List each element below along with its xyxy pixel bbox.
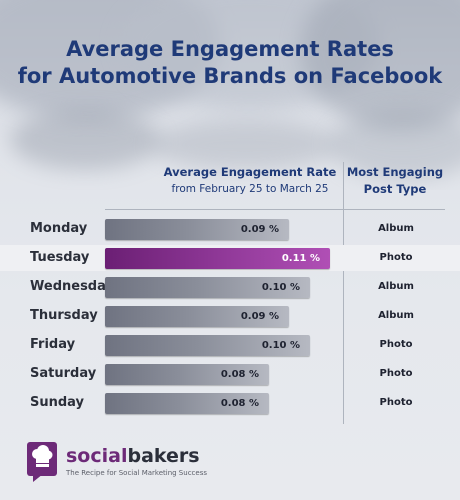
chart-row: Thursday 0.09 % Album: [0, 303, 460, 329]
chart-row: Saturday 0.08 % Photo: [0, 361, 460, 387]
chart-row: Friday 0.10 % Photo: [0, 332, 460, 358]
post-type-label: Photo: [379, 368, 413, 379]
engagement-bar: 0.10 %: [105, 335, 310, 356]
engagement-bar: 0.09 %: [105, 306, 289, 327]
brand-tagline: The Recipe for Social Marketing Success: [66, 469, 207, 477]
value-column-header: Average Engagement Rate from February 25…: [158, 164, 342, 198]
chart-title: Average Engagement Rates for Automotive …: [0, 36, 460, 90]
post-type-label: Album: [378, 223, 414, 234]
engagement-bar: 0.08 %: [105, 393, 269, 414]
brand-name-part-1: social: [66, 445, 128, 467]
day-label: Sunday: [30, 395, 85, 410]
background-photo: [0, 0, 460, 190]
post-type-label: Photo: [379, 339, 413, 350]
bar-value-label: 0.11 %: [281, 253, 320, 264]
post-type-label: Photo: [379, 397, 413, 408]
post-type-column-header: Most Engaging Post Type: [345, 164, 445, 198]
post-type-label: Album: [378, 310, 414, 321]
bar-value-label: 0.09 %: [240, 311, 279, 322]
engagement-bar: 0.10 %: [105, 277, 310, 298]
title-line-2: for Automotive Brands on Facebook: [17, 64, 443, 88]
bar-value-label: 0.10 %: [261, 282, 300, 293]
logo-bubble-tail: [33, 474, 43, 482]
day-label: Thursday: [30, 308, 98, 323]
brand-name: socialbakers: [66, 445, 200, 467]
date-range-label: from February 25 to March 25: [171, 183, 329, 195]
bar-value-label: 0.09 %: [240, 224, 279, 235]
chart-row: Tuesday 0.11 % Photo: [0, 245, 460, 271]
day-label: Friday: [30, 337, 76, 352]
bar-value-label: 0.08 %: [220, 398, 259, 409]
chart-row: Wednesday 0.10 % Album: [0, 274, 460, 300]
post-type-label: Photo: [379, 252, 413, 263]
day-label: Tuesday: [30, 250, 90, 265]
value-header-label: Average Engagement Rate: [163, 165, 337, 179]
bar-value-label: 0.10 %: [261, 340, 300, 351]
engagement-bar: 0.08 %: [105, 364, 269, 385]
chart-row: Monday 0.09 % Album: [0, 216, 460, 242]
column-divider: [343, 162, 344, 424]
bar-value-label: 0.08 %: [220, 369, 259, 380]
post-type-header-line-1: Most Engaging: [346, 165, 444, 179]
post-type-header-line-2: Post Type: [363, 182, 427, 196]
post-type-label: Album: [378, 281, 414, 292]
chart-row: Sunday 0.08 % Photo: [0, 390, 460, 416]
day-label: Wednesday: [30, 279, 114, 294]
engagement-bar: 0.11 %: [105, 248, 330, 269]
chef-hat-speech-bubble-icon: [27, 442, 57, 476]
day-label: Saturday: [30, 366, 97, 381]
day-label: Monday: [30, 221, 88, 236]
brand-name-part-2: bakers: [127, 445, 200, 467]
title-line-1: Average Engagement Rates: [66, 37, 394, 61]
header-divider: [105, 209, 445, 210]
engagement-bar: 0.09 %: [105, 219, 289, 240]
